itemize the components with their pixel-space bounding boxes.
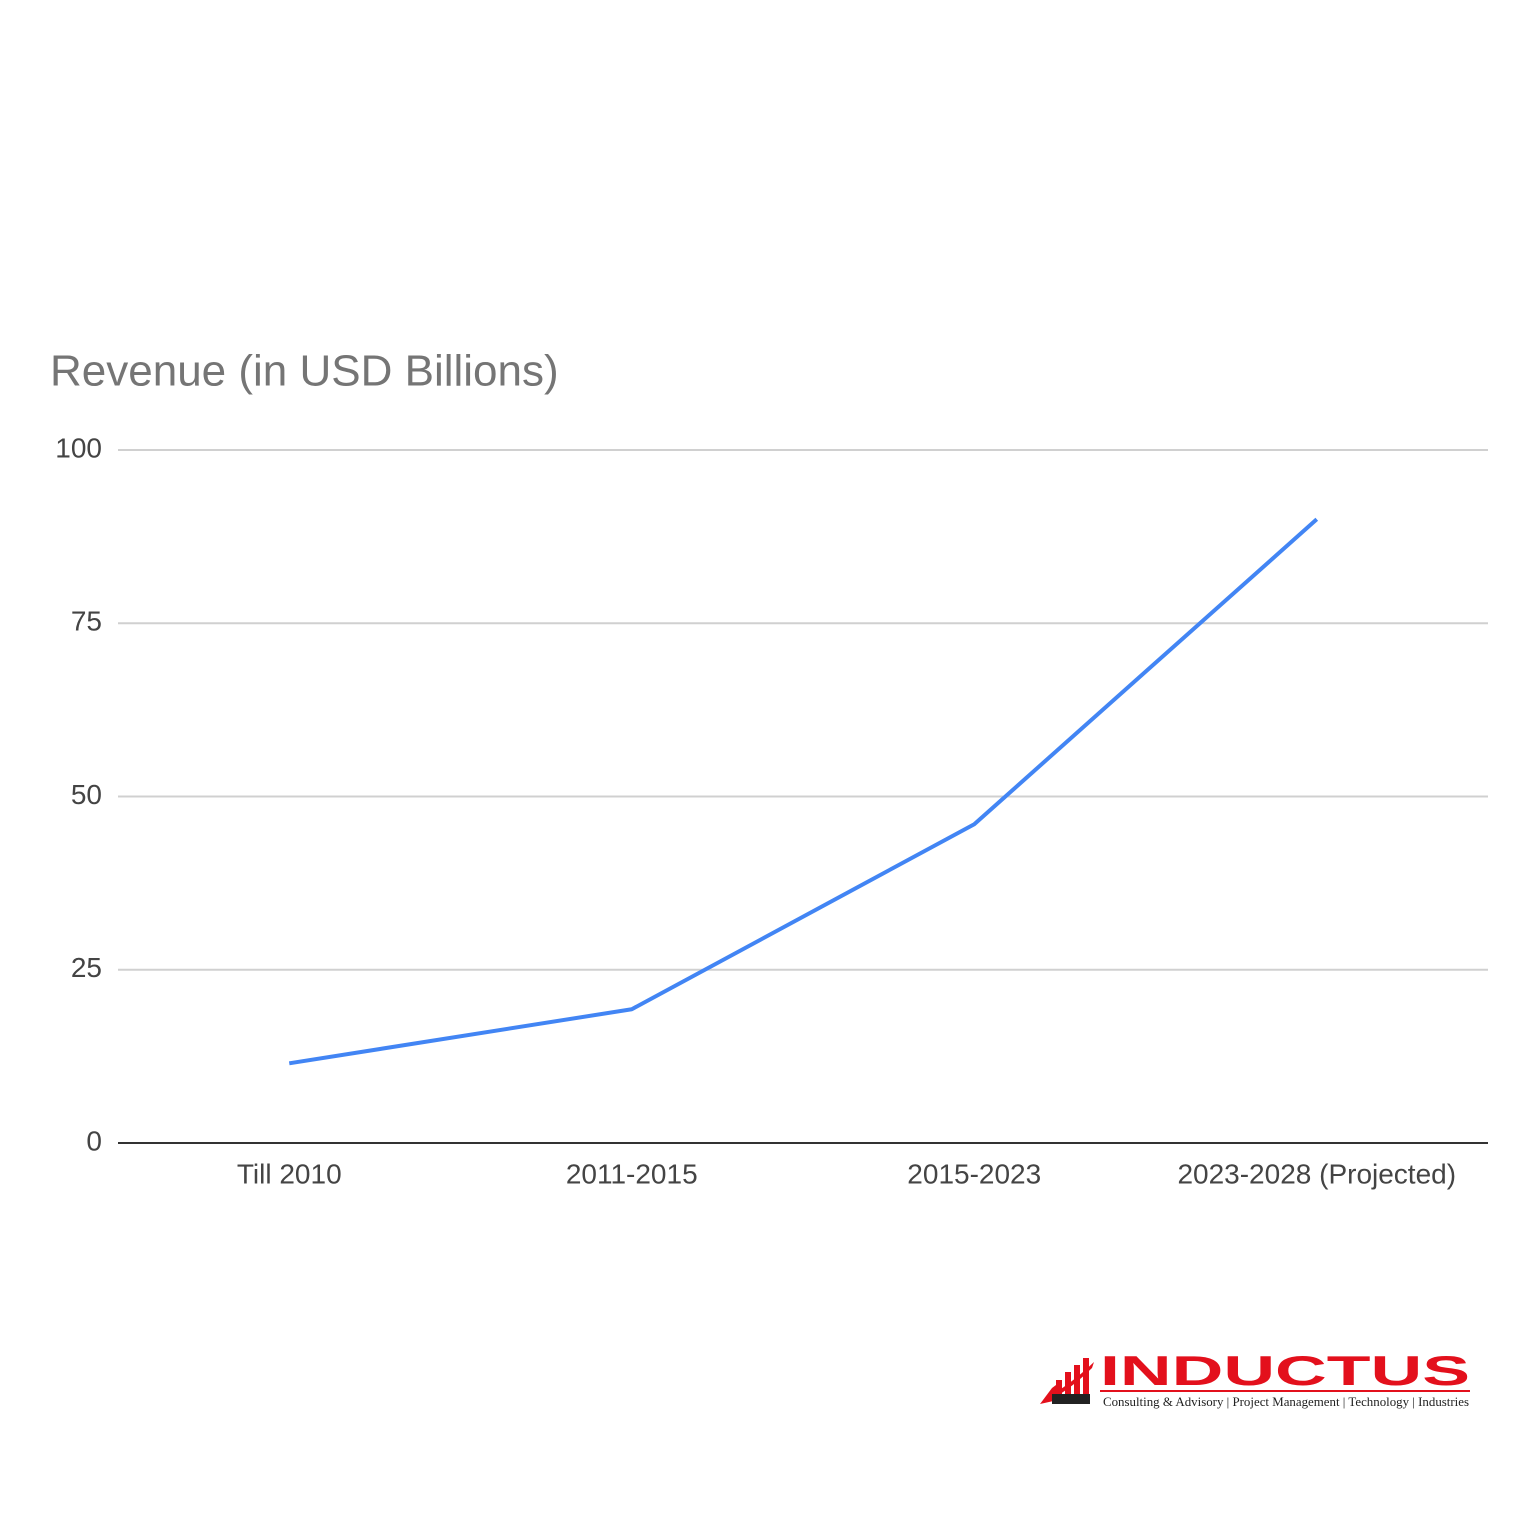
x-tick-label: Till 2010 (237, 1158, 342, 1189)
logo-bar (1083, 1358, 1089, 1398)
logo: INDUCTUS Consulting & Advisory | Project… (1040, 1347, 1470, 1409)
logo-bar (1056, 1380, 1062, 1398)
logo-bar (1065, 1372, 1071, 1398)
line-series (288, 517, 1319, 1066)
x-tick-label: 2023-2028 (Projected) (1177, 1158, 1456, 1189)
logo-swoosh (1040, 1362, 1094, 1404)
y-tick-label: 25 (71, 952, 102, 983)
logo-base (1052, 1394, 1090, 1404)
y-tick-label: 100 (55, 432, 102, 463)
x-tick-label: 2015-2023 (907, 1158, 1041, 1189)
logo-tagline: Consulting & Advisory | Project Manageme… (1103, 1394, 1469, 1409)
y-tick-label: 0 (86, 1125, 102, 1156)
x-tick-label: 2011-2015 (566, 1158, 698, 1189)
logo-bar (1074, 1365, 1080, 1398)
chart-title: Revenue (in USD Billions) (50, 347, 559, 396)
logo-name: INDUCTUS (1100, 1347, 1470, 1394)
y-tick-label: 50 (71, 779, 102, 810)
y-tick-label: 75 (71, 606, 102, 637)
